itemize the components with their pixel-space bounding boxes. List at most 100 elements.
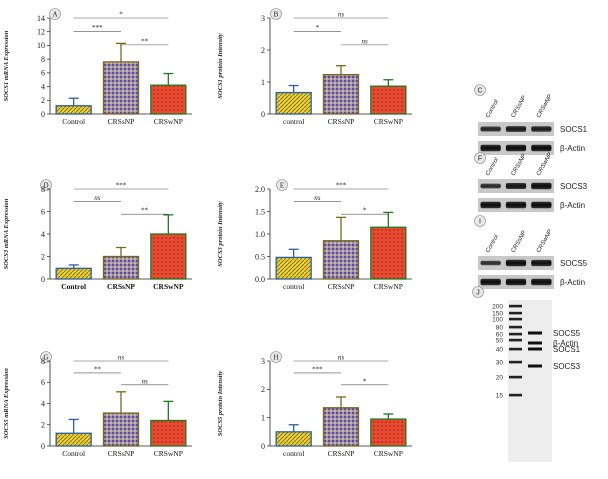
- ladder-membrane: [508, 300, 552, 462]
- ladder-marker-label: 80: [496, 325, 504, 332]
- y-axis-label: SOCS5 mRNA Expression: [3, 368, 10, 439]
- panel-badge-label: A: [52, 11, 57, 19]
- y-axis-label: SOCS1 protein Intensity: [217, 33, 224, 98]
- ladder-band-label: SOCS3: [553, 362, 581, 371]
- panel-badge-circle: [474, 215, 486, 227]
- significance-bracket: **: [73, 365, 121, 373]
- blot-band: [505, 126, 527, 132]
- panel-badge-circle: [270, 8, 282, 20]
- panel-badge: D: [40, 179, 52, 191]
- panel-badge-label: J: [476, 290, 480, 297]
- category-label: CRSsNP: [328, 117, 355, 126]
- y-tick-label: 2: [41, 252, 45, 261]
- bar-crswnp: [370, 418, 407, 447]
- ladder-band-label: β-Actin: [553, 339, 578, 348]
- panel-badge: B: [270, 8, 282, 20]
- bar-crssnp: [322, 73, 360, 115]
- ladder-marker-band: [509, 325, 522, 329]
- blot-band: [531, 278, 552, 286]
- category-label: CRSsNP: [108, 449, 135, 458]
- ladder-marker-label: 15: [496, 393, 504, 400]
- y-tick-label: 3: [261, 14, 265, 23]
- significance-label: *: [316, 24, 320, 32]
- bar-control: [275, 431, 312, 447]
- panel-badge-circle: [472, 286, 484, 298]
- band-label: β-Actin: [560, 278, 585, 287]
- significance-label: **: [141, 207, 149, 215]
- significance-label: ***: [336, 182, 347, 190]
- y-tick-label: 4: [41, 82, 45, 91]
- bar-crswnp: [150, 233, 187, 280]
- y-tick-label: 4: [41, 230, 45, 239]
- lane-label: CRSwNP: [536, 229, 554, 254]
- panel-badge-label: H: [273, 354, 278, 362]
- blot-band: [531, 126, 552, 132]
- ladder-sample-band: [528, 341, 542, 345]
- chart-panel-B: B 0 1 2 3 SOCS1 protein Intensity control CRSsN…: [217, 8, 412, 126]
- ladder-sample-band: [528, 347, 542, 351]
- y-tick-label: 14: [37, 14, 45, 23]
- significance-bracket: ***: [293, 182, 389, 190]
- blot-panel-I: I Control CRSsNP CRSwNP SOCS5 β-Actin: [474, 215, 588, 289]
- ladder-marker-band: [509, 304, 522, 308]
- significance-label: ns: [118, 354, 125, 362]
- category-label: CRSwNP: [154, 449, 183, 458]
- ladder-marker-label: 150: [492, 311, 503, 318]
- y-tick-label: 12: [37, 28, 45, 37]
- significance-label: ns: [338, 11, 345, 19]
- lane-label: Control: [485, 99, 500, 119]
- bar-control: [55, 105, 92, 115]
- chart-panel-A: A 0 2 4 6 8 10 12 14 SOCS1 mRNA Expression Control…: [3, 8, 192, 126]
- blot-band: [480, 144, 501, 152]
- panel-badge-circle: [40, 351, 52, 363]
- category-label: Control: [62, 117, 85, 126]
- ladder-marker-label: 40: [496, 347, 504, 354]
- significance-label: **: [141, 37, 149, 45]
- panel-badge-label: E: [280, 182, 284, 190]
- significance-bracket: ***: [293, 365, 341, 373]
- panel-badge-circle: [474, 84, 486, 96]
- y-tick-label: 0: [261, 110, 265, 119]
- significance-label: ns: [338, 354, 345, 362]
- y-axis-label: SOCS5 protein Intensity: [217, 371, 224, 436]
- blot-band: [531, 201, 552, 209]
- panel-badge: A: [49, 8, 61, 20]
- band-label: β-Actin: [560, 201, 585, 210]
- blot-band: [505, 183, 527, 189]
- y-tick-label: 3: [261, 357, 265, 366]
- y-tick-label: 10: [37, 41, 45, 50]
- y-tick-label: 2.0: [255, 185, 265, 194]
- bar-crswnp: [150, 419, 187, 447]
- y-tick-label: 1: [261, 78, 265, 87]
- ladder-marker-band: [509, 375, 522, 379]
- category-label: CRSwNP: [374, 449, 403, 458]
- y-axis-label: SOCS3 protein Intensity: [217, 201, 224, 266]
- blot-panel-F: F Control CRSsNP CRSwNP SOCS3 β-Actin: [474, 152, 588, 212]
- significance-bracket: *: [341, 377, 389, 385]
- y-tick-label: 1.0: [255, 230, 265, 239]
- ladder-marker-label: 200: [492, 304, 503, 311]
- category-label: Control: [62, 449, 85, 458]
- category-label: CRSwNP: [153, 282, 184, 291]
- chart-panel-E: E 0.0 0.5 1.0 1.5 2.0 SOCS3 protein Intensity c…: [217, 179, 412, 291]
- y-tick-label: 6: [41, 207, 45, 216]
- bar-control: [275, 256, 312, 280]
- y-tick-label: 0: [261, 442, 265, 451]
- ladder-panel-J: J20015010080605040302015SOCS5β-ActinSOCS…: [472, 286, 581, 462]
- blot-band: [505, 201, 527, 209]
- y-axis-label: SOCS3 mRNA Expression: [3, 198, 10, 269]
- ladder-band-label: SOCS1: [553, 345, 581, 354]
- category-label: control: [283, 449, 304, 458]
- ladder-marker-label: 50: [496, 338, 504, 345]
- panel-badge-circle: [474, 152, 486, 164]
- lane-label: CRSsNP: [511, 95, 528, 119]
- bar-crssnp: [102, 412, 140, 447]
- lane-label: CRSsNP: [511, 153, 528, 177]
- lane-label: Control: [485, 234, 500, 254]
- bar-control: [55, 432, 92, 447]
- chart-panel-G: G 0 2 4 6 8 SOCS5 mRNA Expression Control CRSsNP…: [3, 351, 192, 458]
- significance-bracket: ns: [341, 37, 389, 45]
- y-tick-label: 2: [261, 385, 265, 394]
